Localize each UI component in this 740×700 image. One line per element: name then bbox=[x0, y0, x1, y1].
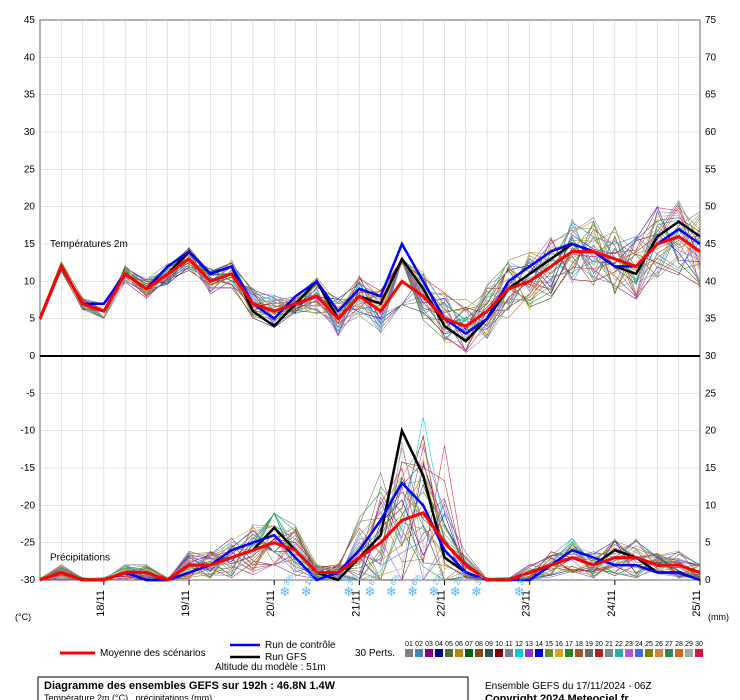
svg-text:28: 28 bbox=[675, 641, 683, 648]
svg-text:23: 23 bbox=[625, 641, 633, 648]
svg-text:75: 75 bbox=[705, 15, 717, 26]
svg-text:09: 09 bbox=[485, 641, 493, 648]
svg-text:10: 10 bbox=[24, 276, 36, 287]
svg-text:5: 5 bbox=[705, 538, 711, 549]
svg-text:21: 21 bbox=[605, 641, 613, 648]
svg-text:55: 55 bbox=[705, 164, 717, 175]
legend-mean: Moyenne des scénarios bbox=[100, 648, 206, 659]
svg-text:40: 40 bbox=[24, 52, 36, 63]
svg-text:40: 40 bbox=[705, 276, 717, 287]
svg-text:04: 04 bbox=[435, 641, 443, 648]
footer-ensemble: Ensemble GEFS du 17/11/2024 - 06Z bbox=[485, 681, 652, 692]
svg-text:30: 30 bbox=[24, 127, 36, 138]
svg-text:22: 22 bbox=[615, 641, 623, 648]
svg-text:Run de contrôle: Run de contrôle bbox=[265, 640, 336, 651]
footer-copyright: Copyright 2024 Meteociel.fr bbox=[485, 693, 629, 700]
svg-text:06: 06 bbox=[455, 641, 463, 648]
svg-text:12: 12 bbox=[515, 641, 523, 648]
svg-text:-10: -10 bbox=[21, 426, 36, 437]
svg-text:18/11: 18/11 bbox=[95, 590, 107, 617]
svg-text:05: 05 bbox=[445, 641, 453, 648]
svg-text:0: 0 bbox=[29, 351, 35, 362]
svg-text:Précipitations: Précipitations bbox=[50, 553, 110, 564]
svg-text:02: 02 bbox=[415, 641, 423, 648]
svg-text:11: 11 bbox=[505, 641, 512, 648]
svg-text:19: 19 bbox=[585, 641, 593, 648]
svg-text:30 Perts.: 30 Perts. bbox=[355, 648, 395, 659]
svg-text:17: 17 bbox=[565, 641, 573, 648]
svg-text:19/11: 19/11 bbox=[180, 590, 192, 617]
svg-text:-15: -15 bbox=[21, 463, 36, 474]
svg-text:-25: -25 bbox=[21, 538, 36, 549]
svg-text:30: 30 bbox=[695, 641, 703, 648]
svg-text:20: 20 bbox=[24, 202, 36, 213]
svg-text:20: 20 bbox=[705, 426, 717, 437]
svg-text:14: 14 bbox=[535, 641, 543, 648]
svg-text:01: 01 bbox=[405, 641, 413, 648]
svg-text:24: 24 bbox=[635, 641, 643, 648]
svg-text:16: 16 bbox=[555, 641, 563, 648]
svg-text:(°C): (°C) bbox=[15, 612, 31, 622]
svg-text:27: 27 bbox=[665, 641, 673, 648]
svg-text:29: 29 bbox=[685, 641, 693, 648]
svg-text:10: 10 bbox=[705, 500, 717, 511]
svg-text:Altitude du modèle : 51m: Altitude du modèle : 51m bbox=[215, 662, 326, 673]
svg-text:25/11: 25/11 bbox=[691, 590, 703, 617]
svg-text:-5: -5 bbox=[26, 388, 35, 399]
svg-text:18: 18 bbox=[575, 641, 583, 648]
svg-text:13: 13 bbox=[525, 641, 533, 648]
svg-text:35: 35 bbox=[24, 90, 36, 101]
svg-text:70: 70 bbox=[705, 52, 717, 63]
svg-text:45: 45 bbox=[705, 239, 717, 250]
svg-text:25: 25 bbox=[645, 641, 653, 648]
svg-text:(mm): (mm) bbox=[708, 612, 729, 622]
svg-text:5: 5 bbox=[29, 314, 35, 325]
ensemble-chart: -30-25-20-15-10-505101520253035404505101… bbox=[0, 0, 740, 700]
svg-text:07: 07 bbox=[465, 641, 473, 648]
svg-text:15: 15 bbox=[545, 641, 553, 648]
svg-text:15: 15 bbox=[24, 239, 36, 250]
svg-text:-30: -30 bbox=[21, 575, 36, 586]
footer-title: Diagramme des ensembles GEFS sur 192h : … bbox=[44, 680, 336, 692]
svg-text:08: 08 bbox=[475, 641, 483, 648]
svg-text:25: 25 bbox=[24, 164, 36, 175]
svg-text:35: 35 bbox=[705, 314, 717, 325]
svg-text:24/11: 24/11 bbox=[606, 590, 618, 617]
svg-text:45: 45 bbox=[24, 15, 36, 26]
svg-text:-20: -20 bbox=[21, 500, 36, 511]
svg-text:30: 30 bbox=[705, 351, 717, 362]
svg-text:60: 60 bbox=[705, 127, 717, 138]
svg-text:15: 15 bbox=[705, 463, 717, 474]
svg-text:20/11: 20/11 bbox=[265, 590, 277, 617]
footer-subtitle: Température 2m (°C) , précipitations (mm… bbox=[44, 693, 212, 700]
svg-text:0: 0 bbox=[705, 575, 711, 586]
svg-text:20: 20 bbox=[595, 641, 603, 648]
svg-text:26: 26 bbox=[655, 641, 663, 648]
svg-text:50: 50 bbox=[705, 202, 717, 213]
svg-text:10: 10 bbox=[495, 641, 503, 648]
svg-text:Températures 2m: Températures 2m bbox=[50, 239, 128, 250]
svg-text:03: 03 bbox=[425, 641, 433, 648]
svg-text:65: 65 bbox=[705, 90, 717, 101]
svg-text:25: 25 bbox=[705, 388, 717, 399]
